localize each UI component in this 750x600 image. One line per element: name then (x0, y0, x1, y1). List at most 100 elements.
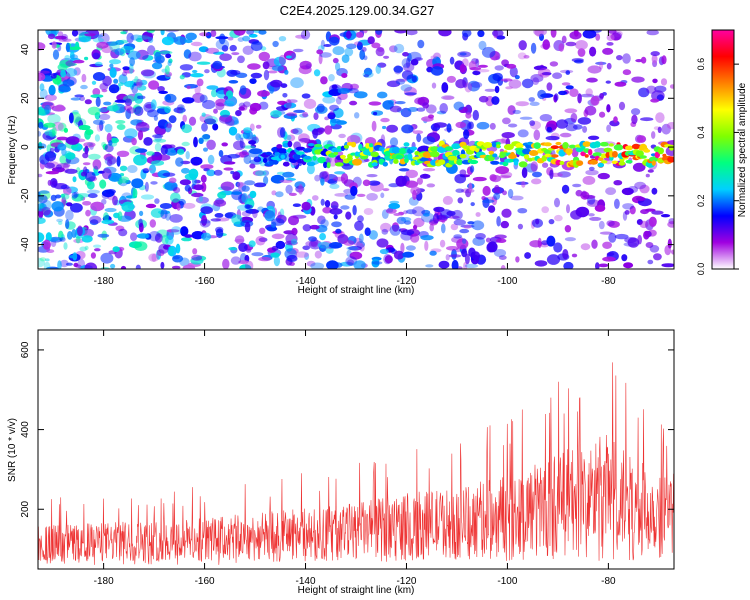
spectrogram-noise-blob (57, 260, 62, 269)
spectrogram-noise-blob (556, 119, 569, 129)
spectrogram-noise-blob (613, 180, 623, 186)
spectrogram-noise-blob (39, 83, 45, 92)
spectrogram-noise-blob (606, 124, 611, 133)
spectrogram-noise-blob (305, 240, 318, 247)
spectrogram-noise-blob (471, 220, 485, 231)
spectrogram-noise-blob (575, 189, 583, 197)
spectrogram-signal-blob (528, 150, 539, 156)
spectrogram-noise-blob (118, 39, 129, 44)
spectrogram-noise-blob (565, 85, 574, 90)
spectrogram-noise-blob (313, 69, 321, 77)
spectrogram-noise-blob (476, 121, 490, 130)
spectrogram-noise-blob (470, 81, 483, 88)
spectrogram-noise-blob (49, 128, 56, 138)
spectrogram-noise-blob (243, 127, 253, 133)
spectrogram-noise-blob (48, 84, 56, 96)
spectrogram-noise-blob (384, 255, 393, 264)
spectrogram-noise-blob (92, 159, 102, 170)
spectrogram-noise-blob (90, 252, 96, 259)
spectrogram-noise-blob (110, 263, 116, 269)
spectrogram-noise-blob (184, 39, 193, 44)
spectrogram-signal-blob (625, 145, 634, 151)
spectrogram-noise-blob (38, 143, 47, 150)
spectrogram-noise-blob (320, 219, 329, 228)
spectrogram-noise-blob (453, 219, 466, 226)
spectrogram-noise-blob (598, 220, 605, 230)
spectrogram-noise-blob (451, 259, 459, 269)
spectrogram-noise-blob (356, 42, 363, 51)
spectrogram-noise-blob (239, 264, 252, 269)
snr-x-label: Height of straight line (km) (298, 585, 415, 596)
spectrogram-noise-blob (116, 155, 121, 167)
spectrogram-noise-blob (599, 231, 613, 235)
x-tick-label: -80 (601, 276, 616, 287)
spectrogram-noise-blob (539, 33, 544, 41)
spectrogram-noise-blob (429, 218, 439, 225)
spectrogram-noise-blob (255, 124, 262, 129)
spectrogram-panel: -180 -160 -140 -120 -100 -80 -40 -20 0 20 40 Heig… (7, 29, 675, 296)
spectrogram-noise-blob (57, 31, 64, 37)
spectrogram-noise-blob (594, 204, 606, 212)
spectrogram-noise-blob (298, 183, 303, 195)
spectrogram-noise-blob (151, 253, 157, 262)
spectrogram-noise-blob (331, 221, 342, 228)
spectrogram-signal-blob (580, 151, 586, 157)
x-tick-label: -120 (396, 576, 416, 587)
spectrogram-noise-blob (50, 178, 58, 188)
spectrogram-noise-blob (322, 206, 332, 214)
spectrogram-noise-blob (655, 112, 665, 123)
spectrogram-noise-blob (337, 88, 350, 94)
spectrogram-noise-blob (330, 201, 339, 210)
spectrogram-noise-blob (565, 123, 578, 132)
spectrogram-noise-blob (470, 165, 475, 173)
spectrogram-noise-blob (577, 48, 586, 57)
spectrogram-noise-blob (400, 242, 405, 254)
spectrogram-noise-blob (393, 213, 402, 216)
spectrogram-noise-blob (346, 134, 361, 145)
spectrogram-noise-blob (79, 96, 85, 102)
spectrogram-noise-blob (389, 200, 400, 204)
spectrogram-noise-blob (589, 216, 602, 221)
spectrogram-noise-blob (129, 57, 136, 67)
spectrogram-noise-blob (299, 60, 312, 70)
spectrogram-noise-blob (279, 179, 293, 183)
spectrogram-noise-blob (88, 153, 101, 160)
spectrogram-noise-blob (334, 193, 349, 197)
spectrogram-noise-blob (510, 195, 524, 201)
spectrogram-noise-blob (139, 210, 144, 217)
spectrogram-signal-blob (611, 151, 618, 158)
spectrogram-noise-blob (434, 213, 439, 217)
spectrogram-noise-blob (273, 256, 280, 267)
spectrogram-noise-blob (453, 234, 463, 239)
spectrogram-noise-blob (136, 78, 143, 88)
spectrogram-noise-blob (82, 162, 91, 166)
spectrogram-noise-blob (432, 213, 440, 224)
spectrogram-noise-blob (319, 52, 332, 58)
spectrogram-noise-blob (416, 177, 423, 185)
spectrogram-noise-blob (180, 226, 189, 237)
spectrogram-noise-blob (135, 148, 148, 153)
spectrogram-signal-blob (555, 159, 562, 166)
spectrogram-noise-blob (69, 51, 75, 61)
spectrogram-signal-blob (323, 161, 328, 169)
spectrogram-noise-blob (529, 240, 543, 248)
spectrogram-noise-blob (332, 176, 346, 182)
spectrogram-noise-blob (154, 198, 160, 204)
spectrogram-noise-blob (164, 93, 177, 103)
spectrogram-noise-blob (391, 222, 400, 232)
spectrogram-noise-blob (149, 219, 156, 228)
snr-series-line (38, 362, 674, 565)
spectrogram-noise-blob (636, 219, 643, 225)
spectrogram-noise-blob (207, 154, 215, 165)
spectrogram-noise-blob (135, 264, 141, 269)
snr-frame (37, 329, 675, 570)
spectrogram-noise-blob (64, 168, 78, 174)
spectrogram-noise-blob (250, 41, 263, 52)
colorbar-frame (711, 29, 735, 270)
spectrogram-noise-blob (639, 220, 649, 229)
spectrogram-noise-blob (210, 30, 217, 37)
spectrogram-noise-blob (319, 171, 328, 180)
spectrogram-noise-blob (353, 91, 368, 99)
spectrogram-noise-blob (204, 118, 216, 125)
spectrogram-noise-blob (523, 55, 530, 59)
